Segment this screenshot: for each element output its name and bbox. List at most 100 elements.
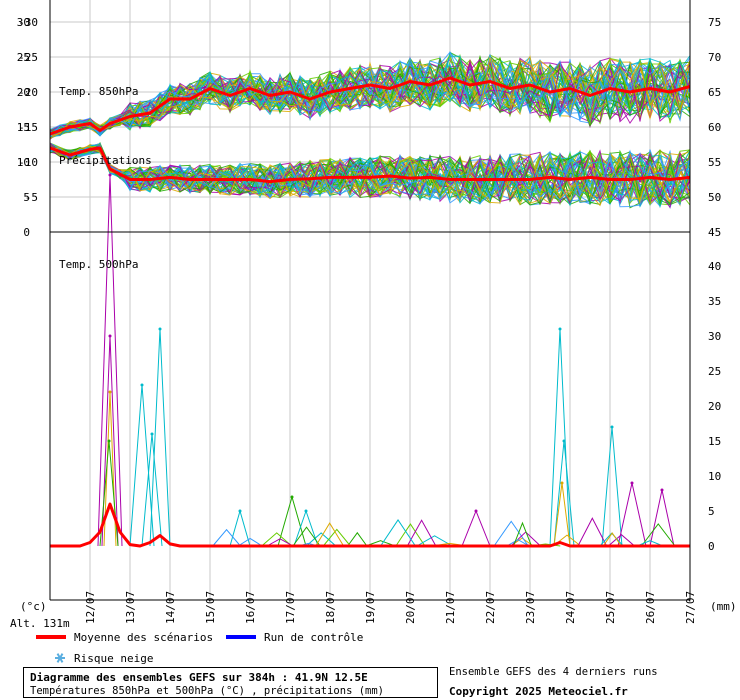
precip-small <box>395 523 426 547</box>
y-right-tick-top: 50 <box>708 191 721 204</box>
y-right-tick-bottom: 15 <box>708 435 721 448</box>
precip-spike-point <box>610 425 614 429</box>
precip-small <box>266 538 294 547</box>
precip-spike <box>149 328 171 547</box>
x-tick-label: 15/07 <box>204 591 217 624</box>
precip-small <box>365 540 396 547</box>
y-left-unit: (°c) <box>20 600 47 613</box>
annotation-850hpa: Temp. 850hPa <box>59 85 138 98</box>
ensemble-member-850 <box>49 57 691 135</box>
y-left-tick-bottom: -10 <box>18 156 38 169</box>
y-right-tick-bottom: 40 <box>708 260 721 273</box>
copyright: Copyright 2025 Meteociel.fr <box>449 685 628 698</box>
y-left-tick-bottom: -5 <box>25 191 38 204</box>
precip-small <box>292 526 321 547</box>
footer-title: Diagramme des ensembles GEFS sur 384h : … <box>30 671 368 684</box>
ensemble-member-850 <box>49 51 691 138</box>
precip-small <box>636 540 664 547</box>
y-right-tick-bottom: 5 <box>708 505 715 518</box>
tick-labels: 30252015105075706560555045-5-10-15-20-25… <box>10 16 737 630</box>
precip-spike <box>649 489 675 547</box>
y-right-unit: (mm) <box>710 600 737 613</box>
y-left-tick-top: 10 <box>17 156 30 169</box>
ensemble-member-500 <box>49 145 691 203</box>
y-left-tick-top: 15 <box>17 121 30 134</box>
precip-spike <box>553 440 575 547</box>
precip-spike <box>617 482 647 547</box>
x-tick-label: 13/07 <box>124 591 137 624</box>
x-tick-label: 24/07 <box>564 591 577 624</box>
x-tick-label: 19/07 <box>364 591 377 624</box>
y-right-tick-top: 60 <box>708 121 721 134</box>
y-right-tick-top: 45 <box>708 226 721 239</box>
precip-spike <box>97 174 123 547</box>
precip-small <box>416 535 453 547</box>
precip-small <box>322 528 351 547</box>
precip-spike-point <box>474 509 478 513</box>
precip-small <box>577 517 608 547</box>
precip-spike-point <box>238 509 242 513</box>
ensemble-member-500 <box>49 150 691 209</box>
precip-spike-point <box>558 327 562 331</box>
y-left-tick-bottom: -25 <box>18 51 38 64</box>
ensemble-member-500 <box>49 147 691 205</box>
y-left-tick-top: 0 <box>23 226 30 239</box>
grid-lines <box>50 0 691 600</box>
precip-spike <box>277 495 307 547</box>
precip-spike-point <box>560 481 564 485</box>
precip-spike <box>461 509 491 547</box>
y-left-tick-top: 30 <box>17 16 30 29</box>
precip-spike-point <box>140 383 144 387</box>
x-tick-label: 23/07 <box>524 591 537 624</box>
precip-spike-point <box>150 432 154 436</box>
y-left-tick-bottom: -15 <box>18 121 38 134</box>
x-tick-label: 18/07 <box>324 591 337 624</box>
precip-small <box>347 531 368 547</box>
ensemble-member-850 <box>49 58 691 133</box>
x-tick-label: 26/07 <box>644 591 657 624</box>
ensemble-member-500 <box>49 145 691 207</box>
y-right-tick-bottom: 10 <box>708 470 721 483</box>
x-tick-label: 12/07 <box>84 591 97 624</box>
precip-small <box>602 532 622 547</box>
precip-small <box>315 522 345 547</box>
y-left-tick-top: 20 <box>17 86 30 99</box>
precip-small <box>406 519 437 547</box>
precip-spike <box>103 391 117 547</box>
snowflake-icon <box>55 653 65 663</box>
y-left-tick-bottom: -20 <box>18 86 38 99</box>
precip-small <box>641 523 676 547</box>
precip-spike-point <box>107 439 111 443</box>
precip-spike-point <box>630 481 634 485</box>
x-tick-label: 22/07 <box>484 591 497 624</box>
precip-spike-point <box>660 488 664 492</box>
mean-line-850hpa <box>49 76 691 136</box>
precip-spike-point <box>562 439 566 443</box>
y-left-tick-top: 25 <box>17 51 30 64</box>
legend-mean-label: Moyenne des scénarios <box>74 631 213 644</box>
y-left-tick-bottom: -30 <box>18 16 38 29</box>
precip-spike-point <box>108 334 112 338</box>
precip-spike-point <box>158 327 162 331</box>
precip-small <box>261 532 293 547</box>
ensemble-member-850 <box>49 55 691 137</box>
footer-caption-box: Diagramme des ensembles GEFS sur 384h : … <box>23 667 438 698</box>
x-tick-label: 21/07 <box>444 591 457 624</box>
precip-small <box>493 520 529 547</box>
precip-spike <box>129 384 155 547</box>
y-right-tick-bottom: 35 <box>708 295 721 308</box>
precip-small <box>306 532 337 547</box>
y-right-tick-bottom: 0 <box>708 540 715 553</box>
mean-series <box>49 76 691 548</box>
precip-spike <box>601 426 623 547</box>
precip-spike-point <box>304 509 308 513</box>
ensemble-member-500 <box>49 142 691 203</box>
ensemble-member-500 <box>49 146 691 206</box>
x-tick-label: 27/07 <box>684 591 697 624</box>
x-tick-label: 17/07 <box>284 591 297 624</box>
x-tick-label: 16/07 <box>244 591 257 624</box>
legend: Moyenne des scénarios Run de contrôle Risq… <box>36 631 363 665</box>
legend-snow-label: Risque neige <box>74 652 153 665</box>
x-tick-label: 25/07 <box>604 591 617 624</box>
ensemble-member-850 <box>49 57 691 133</box>
